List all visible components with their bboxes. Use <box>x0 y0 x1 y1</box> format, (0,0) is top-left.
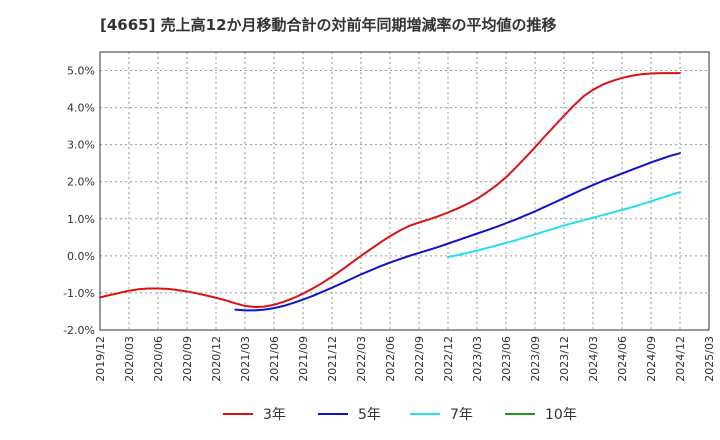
x-tick-label: 2021/09 <box>297 336 310 382</box>
legend-label-0: 3年 <box>263 407 286 423</box>
x-tick-label: 2019/12 <box>94 336 107 382</box>
x-tick-label: 2023/03 <box>471 336 484 382</box>
plot-area <box>99 51 710 331</box>
legend-label-1: 5年 <box>358 407 381 423</box>
y-tick-label: -1.0% <box>63 287 95 300</box>
x-tick-label: 2025/03 <box>703 336 716 382</box>
legend-label-3: 10年 <box>545 407 577 423</box>
y-tick-label: -2.0% <box>63 324 95 337</box>
legend-label-2: 7年 <box>450 407 473 423</box>
x-tick-label: 2020/09 <box>181 336 194 382</box>
x-tick-label: 2024/03 <box>587 336 600 382</box>
x-tick-label: 2020/12 <box>210 336 223 382</box>
series-line-0 <box>99 72 681 309</box>
x-tick-label: 2020/06 <box>152 336 165 382</box>
grid <box>99 52 710 331</box>
y-axis: 5.0% 4.0% 3.0% 2.0% 1.0% 0.0% -1.0% -2.0% <box>63 65 95 337</box>
series-line-1 <box>234 152 681 312</box>
x-tick-label: 2022/09 <box>413 336 426 382</box>
y-tick-label: 4.0% <box>67 102 95 115</box>
y-tick-label: 2.0% <box>67 176 95 189</box>
series-group <box>99 72 681 312</box>
y-tick-label: 1.0% <box>67 213 95 226</box>
x-tick-label: 2024/09 <box>645 336 658 382</box>
x-tick-label: 2024/06 <box>616 336 629 382</box>
x-tick-label: 2022/12 <box>442 336 455 382</box>
x-tick-label: 2024/12 <box>674 336 687 382</box>
legend: 3年 5年 7年 10年 <box>223 407 577 423</box>
y-tick-label: 0.0% <box>67 250 95 263</box>
y-tick-label: 5.0% <box>67 65 95 78</box>
x-tick-label: 2020/03 <box>123 336 136 382</box>
x-tick-label: 2021/03 <box>239 336 252 382</box>
x-tick-label: 2021/06 <box>268 336 281 382</box>
x-tick-label: 2023/09 <box>529 336 542 382</box>
x-tick-label: 2022/06 <box>384 336 397 382</box>
series-line-2 <box>447 191 681 258</box>
chart-title: [4665] 売上高12か月移動合計の対前年同期増減率の平均値の推移 <box>100 16 557 34</box>
x-tick-label: 2023/12 <box>558 336 571 382</box>
x-tick-label: 2023/06 <box>500 336 513 382</box>
y-tick-label: 3.0% <box>67 139 95 152</box>
x-tick-label: 2021/12 <box>326 336 339 382</box>
x-axis: 2019/12 2020/03 2020/06 2020/09 2020/12 2021/… <box>94 336 716 382</box>
x-tick-label: 2022/03 <box>355 336 368 382</box>
